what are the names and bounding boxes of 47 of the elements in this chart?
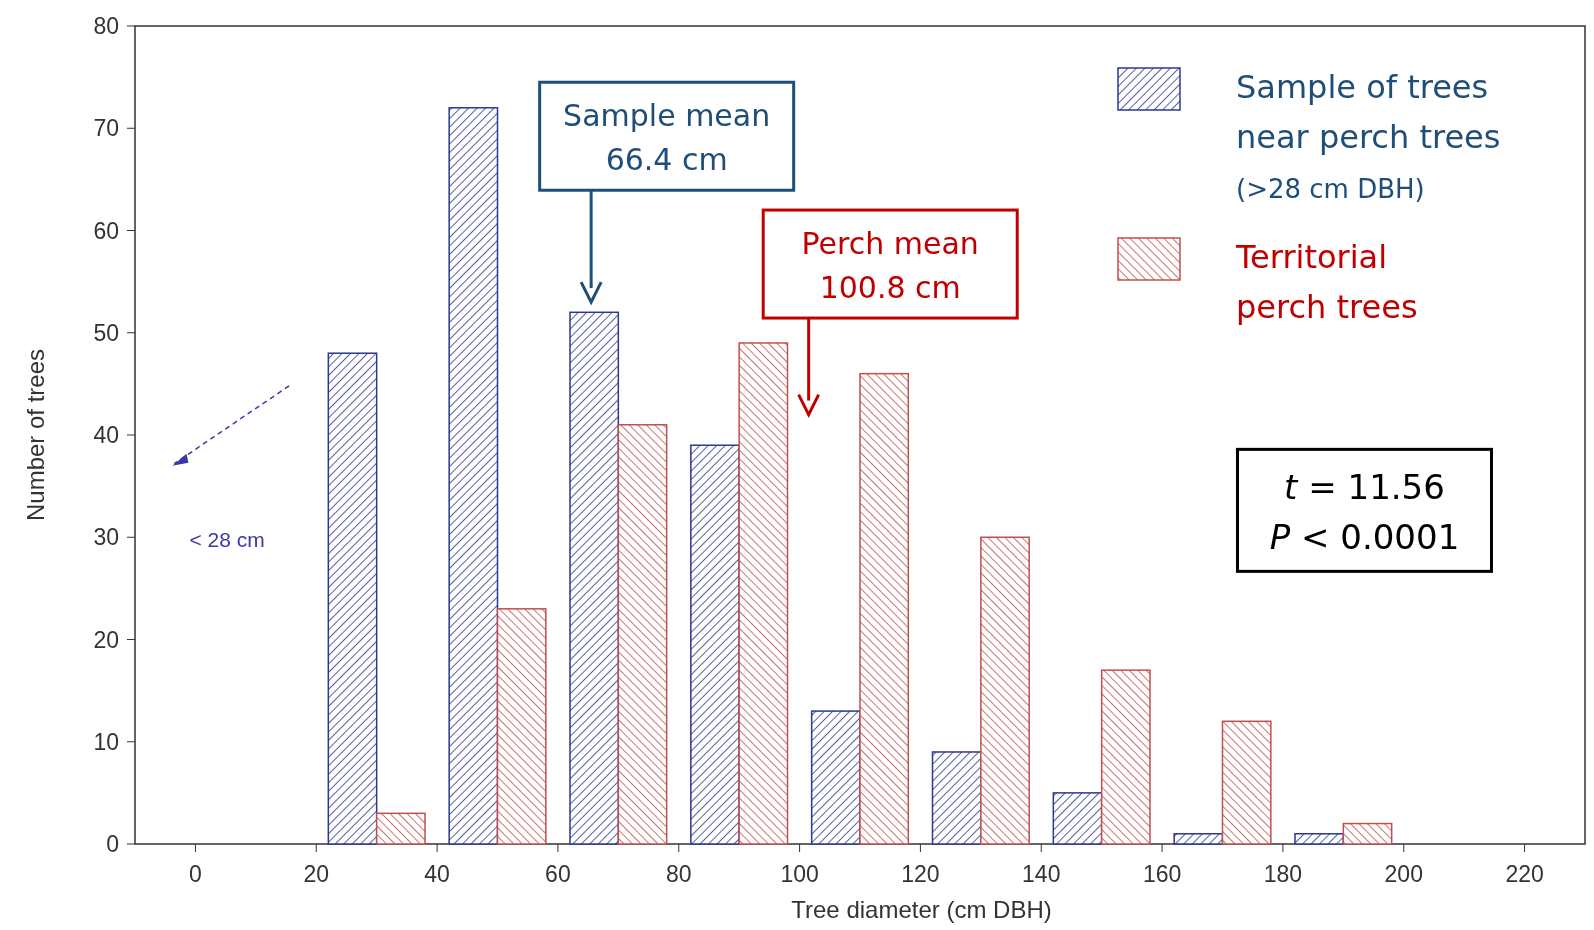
y-axis-title: Number of trees	[22, 348, 49, 522]
bar	[1342, 822, 1393, 845]
bar	[1173, 833, 1224, 845]
x-tick-label: 60	[545, 861, 571, 887]
x-tick-label: 200	[1384, 861, 1423, 887]
y-tick-label: 20	[93, 626, 119, 653]
x-tick-label: 120	[901, 861, 940, 887]
x-tick-label: 220	[1505, 861, 1544, 887]
bar	[738, 342, 789, 845]
annotation: < 28 cm	[189, 528, 265, 552]
y-tick-label: 40	[93, 422, 119, 449]
y-tick-label: 80	[93, 13, 119, 40]
y-tick-label: 30	[93, 524, 119, 551]
y-tick-label: 50	[93, 319, 119, 346]
legend-label: Sample of trees near perch trees (>28 cm DBH)	[1236, 68, 1501, 204]
bar	[980, 536, 1030, 845]
bar	[569, 311, 620, 845]
bar	[810, 710, 861, 845]
x-tick-label: 160	[1142, 861, 1182, 887]
bar	[496, 608, 547, 845]
x-tick-label: 0	[189, 861, 202, 887]
bar	[931, 751, 982, 845]
bar	[1100, 669, 1151, 845]
annotation: Perch mean 100.8 cm	[801, 226, 979, 306]
y-tick-label: 0	[106, 831, 119, 858]
y-tick-label: 70	[93, 115, 119, 142]
x-tick-label: 100	[780, 861, 819, 887]
annotation: Sample mean 66.4 cm	[563, 98, 771, 178]
y-tick-label: 60	[93, 217, 119, 244]
x-axis-title: Tree diameter (cm DBH)	[791, 896, 1052, 923]
bar	[1294, 833, 1345, 845]
x-tick-label: 20	[303, 861, 330, 887]
x-tick-label: 180	[1263, 861, 1303, 887]
y-tick-label: 10	[93, 728, 119, 755]
bar	[327, 352, 378, 845]
x-tick-label: 80	[665, 861, 692, 887]
legend-label: Territorial perch trees	[1235, 238, 1418, 326]
bar	[1052, 792, 1103, 845]
annotation: t = 11.56 P < 0.0001	[1269, 467, 1460, 558]
x-tick-label: 40	[424, 861, 450, 887]
bar	[859, 372, 910, 845]
bar	[375, 812, 426, 845]
bar	[690, 444, 740, 845]
x-tick-label: 140	[1022, 861, 1061, 887]
bar	[617, 424, 668, 845]
bar	[448, 107, 499, 845]
bar	[1221, 720, 1272, 845]
